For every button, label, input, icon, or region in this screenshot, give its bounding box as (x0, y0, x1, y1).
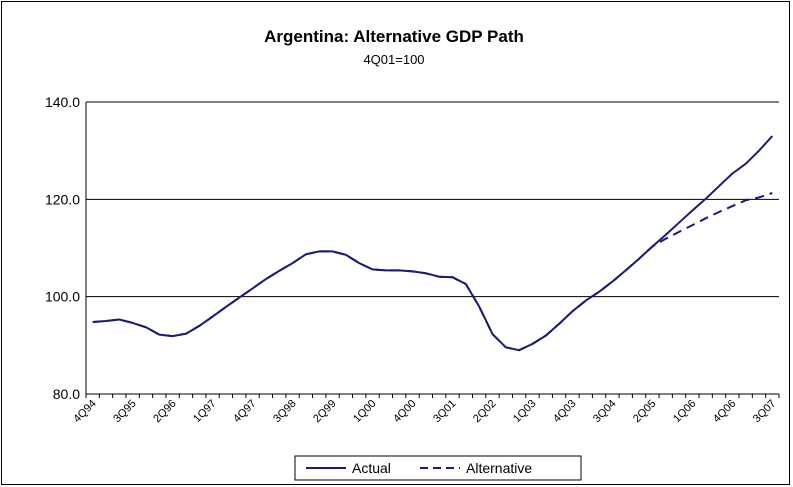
x-tick-label: 1Q03 (511, 398, 539, 426)
y-tick-label: 120.0 (45, 191, 80, 207)
series-line-actual (92, 135, 774, 352)
grid-lines (86, 101, 779, 298)
legend-label-alternative: Alternative (466, 460, 532, 476)
x-tick-label: 2Q99 (311, 398, 339, 426)
x-tick-label: 2Q05 (631, 398, 659, 426)
x-tick-label: 1Q97 (191, 398, 219, 426)
x-tick-label: 1Q06 (671, 398, 699, 426)
series-line-alternative (92, 192, 773, 352)
x-tick-label: 4Q00 (391, 398, 419, 426)
chart-title: Argentina: Alternative GDP Path (264, 27, 524, 46)
x-tick-label: 3Q01 (431, 398, 459, 426)
legend: Actual Alternative (294, 455, 582, 481)
series-lines (92, 135, 774, 352)
y-tick-label: 100.0 (45, 289, 80, 305)
x-tick-label: 3Q04 (591, 398, 619, 426)
legend-label-actual: Actual (352, 460, 391, 476)
y-tick-label: 140.0 (45, 94, 80, 110)
x-axis: 4Q94 3Q95 2Q96 1Q97 4Q97 3Q98 2Q99 1Q00 4Q00 3Q01… (71, 393, 780, 426)
x-tick-label: 4Q06 (711, 398, 739, 426)
y-tick-label: 80.0 (53, 386, 80, 402)
x-tick-label: 2Q02 (471, 398, 499, 426)
x-tick-label: 2Q96 (151, 398, 179, 426)
x-tick-label: 1Q00 (351, 398, 379, 426)
chart-subtitle: 4Q01=100 (363, 52, 424, 67)
x-tick-label: 3Q95 (111, 398, 139, 426)
x-tick-label: 4Q97 (231, 398, 259, 426)
x-tick-label: 4Q03 (551, 398, 579, 426)
x-tick-label: 3Q07 (751, 398, 779, 426)
y-axis: 80.0 100.0 120.0 140.0 (45, 94, 87, 402)
x-tick-label: 3Q98 (271, 398, 299, 426)
